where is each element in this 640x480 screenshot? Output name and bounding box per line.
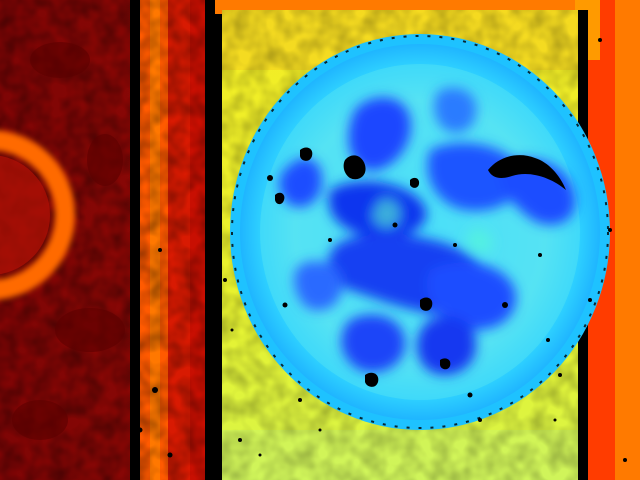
invalid-strip-mid: [205, 0, 223, 480]
left-ring-object: [0, 140, 65, 290]
round-plate: [230, 34, 610, 430]
